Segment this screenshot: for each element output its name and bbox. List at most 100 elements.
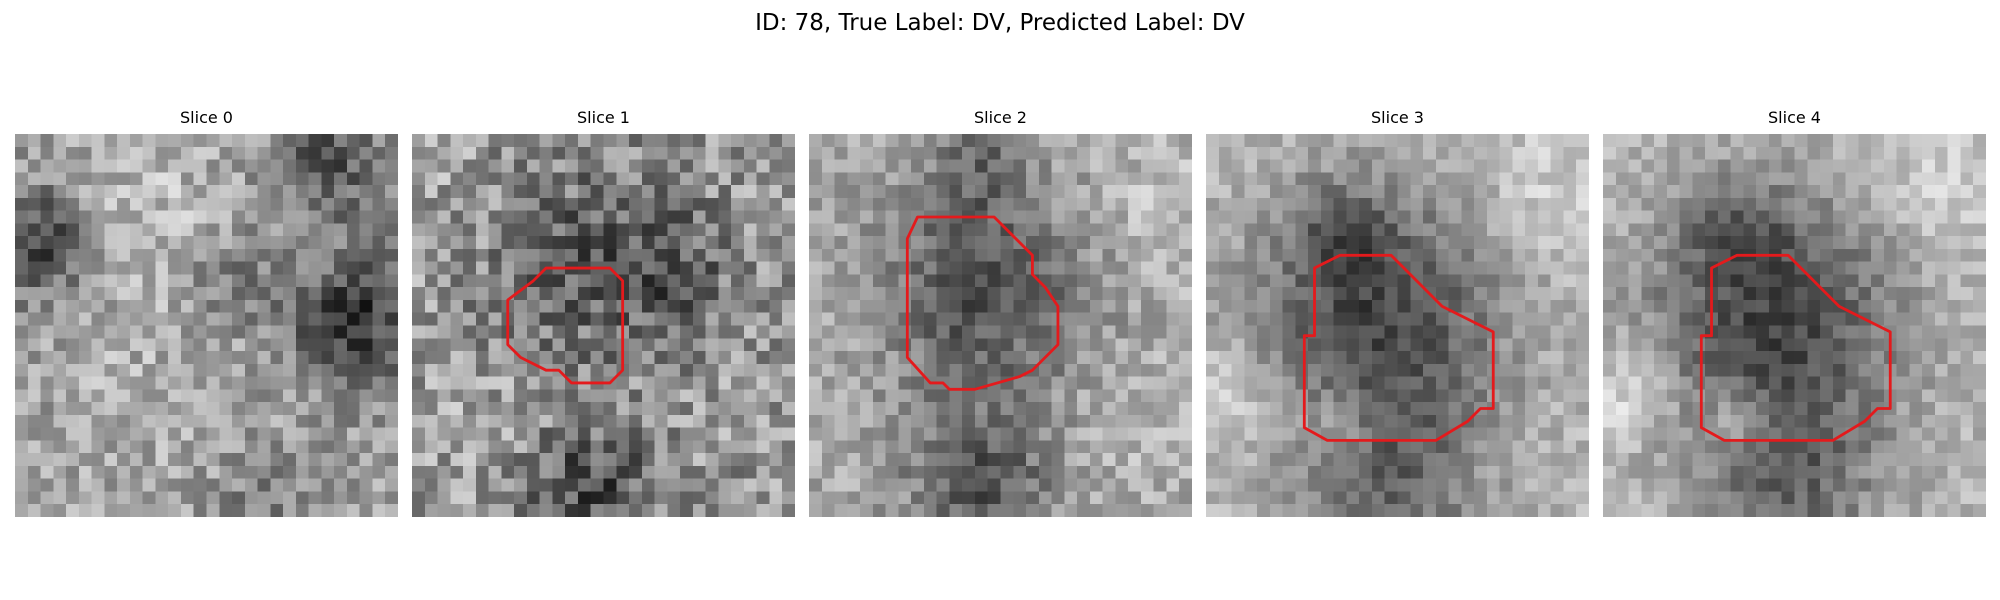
pixel	[1576, 376, 1589, 390]
pixel	[769, 159, 783, 173]
pixel	[1794, 248, 1808, 262]
pixel	[27, 236, 41, 250]
pixel	[756, 325, 770, 339]
pixel	[923, 491, 937, 505]
pixel	[987, 465, 1001, 479]
pixel	[1820, 223, 1834, 237]
pixel	[514, 414, 528, 428]
pixel	[667, 376, 681, 390]
pixel	[1781, 146, 1795, 160]
pixel	[385, 402, 398, 416]
pixel	[616, 185, 630, 199]
pixel	[1077, 223, 1091, 237]
pixel	[1295, 312, 1309, 326]
pixel	[40, 478, 54, 492]
pixel	[15, 402, 29, 416]
pixel	[450, 325, 464, 339]
pixel	[1013, 159, 1027, 173]
pixel	[987, 414, 1001, 428]
pixel	[1666, 261, 1680, 275]
pixel	[1641, 491, 1655, 505]
pixel	[15, 210, 29, 224]
pixel	[1883, 453, 1897, 467]
pixel	[1102, 491, 1116, 505]
pixel	[488, 223, 502, 237]
pixel	[1883, 134, 1897, 148]
pixel	[1512, 210, 1526, 224]
pixel	[565, 453, 579, 467]
pixel	[270, 389, 284, 403]
pixel	[66, 261, 80, 275]
pixel	[1603, 274, 1617, 288]
pixel	[1371, 402, 1385, 416]
pixel	[232, 389, 246, 403]
pixel	[1231, 197, 1245, 211]
pixel	[860, 465, 874, 479]
pixel	[1679, 223, 1693, 237]
pixel	[552, 185, 566, 199]
pixel	[129, 427, 143, 441]
pixel	[1064, 312, 1078, 326]
pixel	[1384, 478, 1398, 492]
pixel	[1384, 172, 1398, 186]
pixel	[667, 185, 681, 199]
pixel	[15, 491, 29, 505]
pixel	[295, 325, 309, 339]
pixel	[898, 491, 912, 505]
pixel	[206, 210, 220, 224]
pixel	[1960, 427, 1974, 441]
pixel	[232, 312, 246, 326]
pixel	[1244, 389, 1258, 403]
pixel	[437, 223, 451, 237]
pixel	[603, 363, 617, 377]
pixel	[180, 312, 194, 326]
pixel	[1615, 261, 1629, 275]
pixel	[1692, 351, 1706, 365]
pixel	[257, 134, 271, 148]
pixel	[565, 402, 579, 416]
pixel	[1960, 453, 1974, 467]
pixel	[936, 236, 950, 250]
pixel	[283, 389, 297, 403]
pixel	[193, 338, 207, 352]
pixel	[872, 427, 886, 441]
pixel	[1166, 453, 1180, 467]
pixel	[1768, 146, 1782, 160]
pixel	[1218, 465, 1232, 479]
pixel	[1717, 351, 1731, 365]
pixel	[1794, 299, 1808, 313]
pixel	[847, 465, 861, 479]
pixel	[731, 389, 745, 403]
pixel	[180, 465, 194, 479]
pixel	[1013, 465, 1027, 479]
pixel	[1641, 159, 1655, 173]
pixel	[359, 440, 373, 454]
pixel	[1845, 376, 1859, 390]
pixel	[1026, 299, 1040, 313]
pixel	[193, 478, 207, 492]
pixel	[1858, 299, 1872, 313]
pixel	[501, 210, 515, 224]
pixel	[1832, 440, 1846, 454]
pixel	[1512, 465, 1526, 479]
pixel	[1615, 427, 1629, 441]
pixel	[1166, 185, 1180, 199]
pixel	[1051, 185, 1065, 199]
pixel	[1115, 465, 1129, 479]
pixel	[1896, 299, 1910, 313]
pixel	[923, 236, 937, 250]
pixel	[1576, 223, 1589, 237]
pixel	[1883, 197, 1897, 211]
pixel	[1692, 453, 1706, 467]
pixel	[1423, 504, 1437, 517]
pixel	[180, 299, 194, 313]
pixel	[412, 389, 426, 403]
pixel	[641, 504, 655, 517]
pixel	[885, 299, 899, 313]
pixel	[847, 172, 861, 186]
pixel	[1576, 338, 1589, 352]
pixel	[1960, 325, 1974, 339]
pixel	[1089, 351, 1103, 365]
pixel	[1947, 453, 1961, 467]
pixel	[860, 274, 874, 288]
